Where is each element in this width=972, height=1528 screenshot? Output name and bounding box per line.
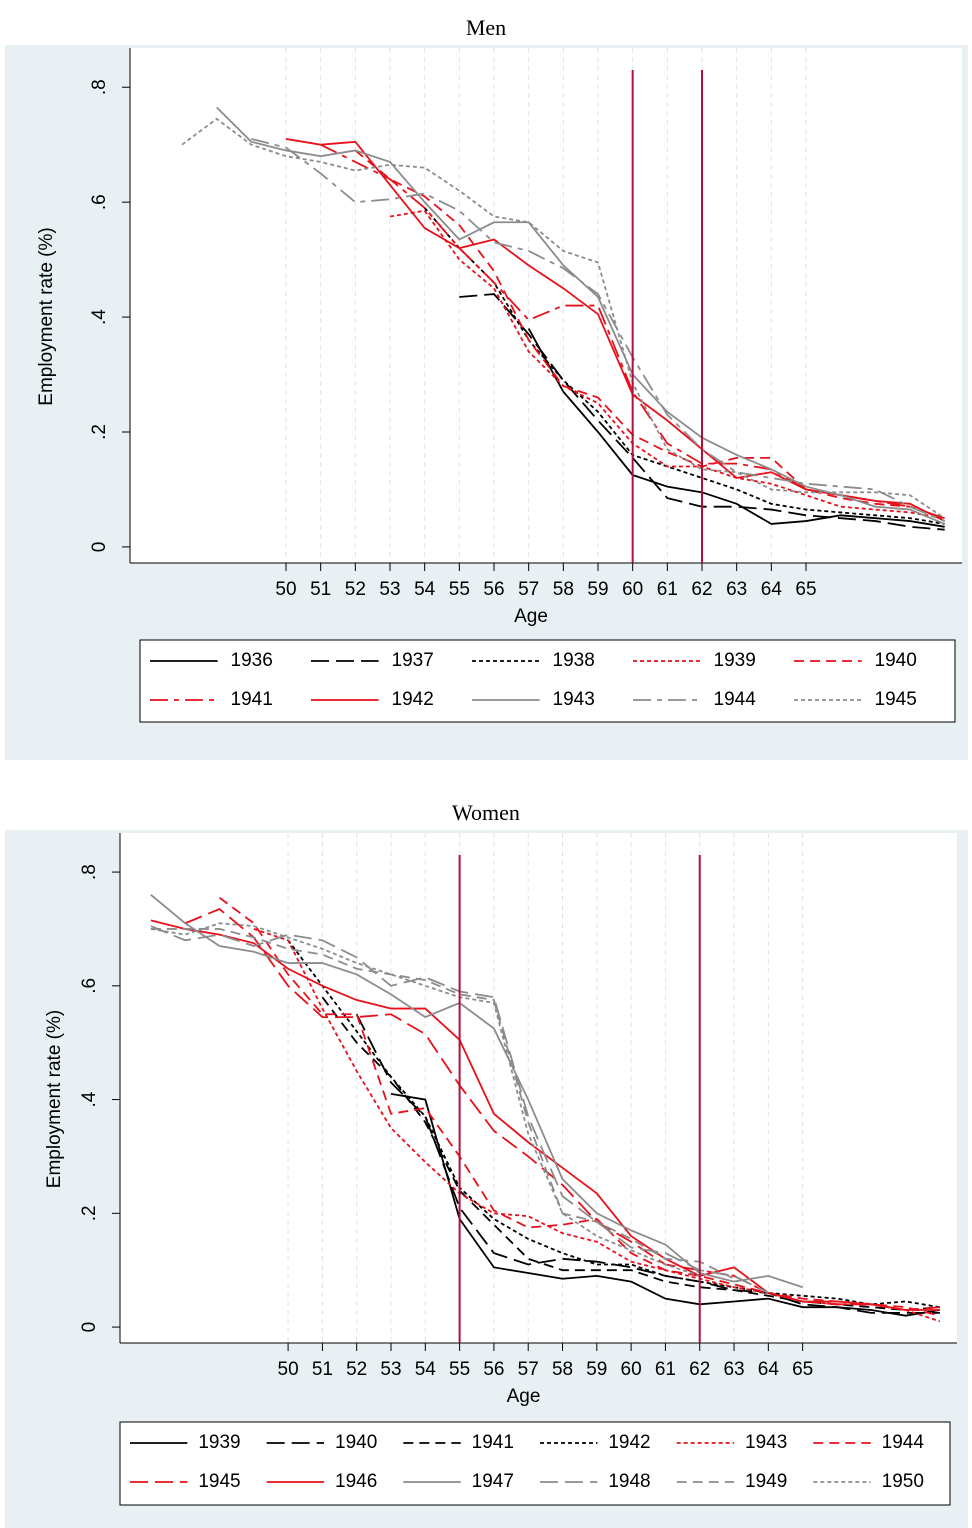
legend-label: 1945 (875, 689, 917, 710)
y-tick-label: .4 (89, 309, 110, 325)
series-line (184, 907, 940, 1311)
x-tick-label: 54 (414, 579, 436, 600)
legend-label: 1943 (553, 689, 595, 710)
x-tick-label: 53 (380, 1359, 401, 1380)
series-line (355, 1013, 940, 1314)
legend-label: 1939 (198, 1432, 240, 1453)
x-tick-label: 63 (723, 1359, 744, 1380)
x-tick-label: 56 (483, 1359, 504, 1380)
legend-label: 1936 (231, 650, 273, 671)
legend-label: 1941 (472, 1432, 514, 1453)
x-tick-label: 52 (345, 579, 366, 600)
y-tick-label: .2 (79, 1205, 100, 1221)
legend-label: 1948 (608, 1471, 650, 1492)
series-line (527, 328, 945, 528)
y-tick-label: .6 (89, 194, 110, 210)
x-tick-label: 57 (518, 1359, 539, 1380)
series-line (320, 143, 945, 520)
series-line (389, 209, 945, 520)
x-tick-label: 51 (312, 1359, 333, 1380)
series-line (423, 207, 945, 525)
legend-label: 1937 (392, 650, 434, 671)
y-tick-label: .8 (89, 79, 110, 95)
legend-label: 1947 (472, 1471, 514, 1492)
x-tick-label: 59 (587, 579, 608, 600)
x-tick-label: 54 (415, 1359, 437, 1380)
legend-label: 1946 (335, 1471, 377, 1492)
legend-label: 1949 (745, 1471, 787, 1492)
x-tick-label: 60 (621, 1359, 642, 1380)
chart-title: Men (466, 15, 506, 40)
x-tick-label: 65 (792, 1359, 813, 1380)
x-tick-label: 59 (586, 1359, 607, 1380)
x-axis-title: Age (514, 606, 548, 627)
legend-label: 1944 (882, 1432, 925, 1453)
legend-label: 1943 (745, 1432, 787, 1453)
legend-label: 1950 (882, 1471, 924, 1492)
y-tick-label: .6 (79, 978, 100, 994)
y-axis-title: Employment rate (%) (36, 227, 57, 405)
x-tick-label: 55 (449, 1359, 470, 1380)
x-tick-label: 64 (761, 579, 783, 600)
x-tick-label: 50 (278, 1359, 299, 1380)
y-tick-label: 0 (79, 1322, 100, 1333)
x-tick-label: 51 (310, 579, 331, 600)
series-line (253, 928, 941, 1323)
series-line (181, 117, 946, 519)
series-line (251, 138, 946, 522)
legend-label: 1938 (553, 650, 595, 671)
legend-label: 1941 (231, 689, 273, 710)
series-line (390, 1092, 940, 1317)
x-tick-label: 61 (655, 1359, 676, 1380)
x-tick-label: 58 (553, 579, 574, 600)
y-tick-label: 0 (89, 542, 110, 553)
legend-box (119, 1421, 951, 1506)
y-tick-label: .2 (89, 424, 110, 440)
legend-label: 1944 (714, 689, 757, 710)
legend-label: 1940 (875, 650, 917, 671)
legend-label: 1939 (714, 650, 756, 671)
series-line (218, 896, 941, 1317)
x-tick-label: 60 (622, 579, 643, 600)
series-line (150, 922, 701, 1277)
x-tick-label: 50 (275, 579, 296, 600)
x-tick-label: 55 (449, 579, 470, 600)
chart-title: Women (452, 800, 520, 825)
plot-area (120, 833, 957, 1343)
x-tick-label: 56 (483, 579, 504, 600)
x-tick-label: 53 (379, 579, 400, 600)
x-tick-label: 52 (346, 1359, 367, 1380)
x-tick-label: 62 (689, 1359, 710, 1380)
x-tick-label: 61 (657, 579, 678, 600)
legend-label: 1945 (198, 1471, 240, 1492)
x-tick-label: 65 (795, 579, 816, 600)
y-tick-label: .8 (79, 864, 100, 880)
legend-label: 1940 (335, 1432, 377, 1453)
series-line (354, 149, 945, 520)
x-axis-title: Age (507, 1386, 541, 1407)
y-axis-title: Employment rate (%) (44, 1010, 65, 1188)
x-tick-label: 57 (518, 579, 539, 600)
x-tick-label: 58 (552, 1359, 573, 1380)
y-tick-label: .4 (79, 1091, 100, 1107)
x-tick-label: 62 (691, 579, 712, 600)
legend-box (139, 639, 956, 723)
plot-area (130, 48, 962, 563)
legend-label: 1942 (392, 689, 434, 710)
legend-label: 1942 (608, 1432, 650, 1453)
series-line (150, 928, 735, 1280)
series-line (287, 939, 940, 1309)
x-tick-label: 63 (726, 579, 747, 600)
x-tick-label: 64 (758, 1359, 780, 1380)
